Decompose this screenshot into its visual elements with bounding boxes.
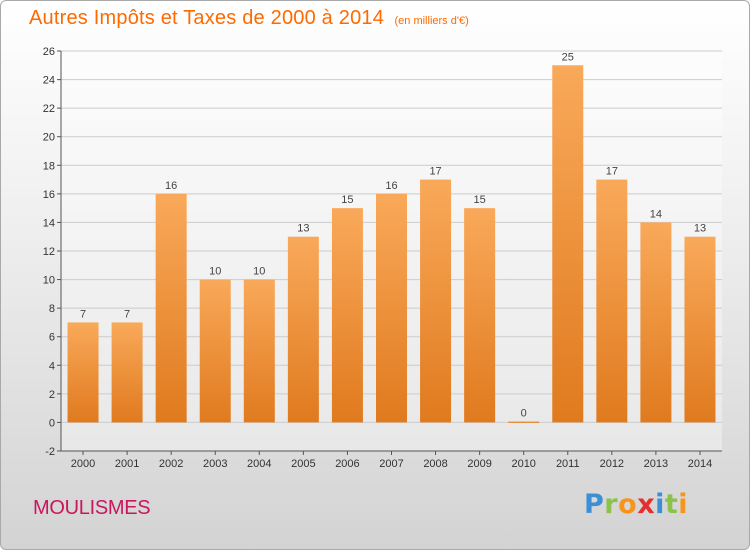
- y-tick-label: 4: [49, 360, 55, 372]
- brand-letter: o: [618, 489, 638, 520]
- y-tick-label: 0: [49, 417, 55, 429]
- x-tick-label: 2008: [423, 458, 447, 470]
- x-tick-label: 2000: [71, 458, 95, 470]
- data-label: 13: [297, 223, 309, 235]
- chart-subtitle: (en milliers d'€): [394, 15, 469, 27]
- bar: [331, 208, 363, 423]
- bar: [243, 279, 275, 423]
- x-tick-label: 2012: [600, 458, 624, 470]
- brand-letter: t: [664, 489, 679, 520]
- brand-logo: Proxiti: [584, 489, 688, 520]
- bar: [640, 222, 672, 423]
- data-label: 25: [562, 51, 574, 63]
- brand-letter: i: [655, 489, 665, 520]
- bar: [464, 208, 496, 423]
- bar: [508, 421, 540, 423]
- y-tick-label: 8: [49, 303, 55, 315]
- x-tick-label: 2003: [203, 458, 227, 470]
- y-tick-label: 16: [43, 189, 55, 201]
- y-tick-label: 2: [49, 389, 55, 401]
- data-label: 10: [253, 266, 265, 278]
- y-tick-label: 6: [49, 332, 55, 344]
- y-tick-label: 10: [43, 275, 55, 287]
- y-tick-label: 22: [43, 103, 55, 115]
- brand-letter: P: [584, 489, 605, 520]
- data-label: 0: [521, 407, 527, 419]
- data-label: 16: [385, 180, 397, 192]
- data-label: 15: [474, 194, 486, 206]
- x-tick-label: 2010: [511, 458, 535, 470]
- data-label: 15: [341, 194, 353, 206]
- y-tick-label: 14: [43, 217, 55, 229]
- bar: [111, 322, 143, 423]
- data-label: 16: [165, 180, 177, 192]
- data-label: 7: [80, 308, 86, 320]
- brand-letter: i: [678, 489, 689, 520]
- x-tick-label: 2001: [115, 458, 139, 470]
- data-label: 7: [124, 308, 130, 320]
- x-tick-label: 2009: [467, 458, 491, 470]
- x-tick-label: 2014: [688, 458, 712, 470]
- chart-title: Autres Impôts et Taxes de 2000 à 2014: [29, 7, 385, 29]
- bar: [596, 179, 628, 423]
- bar: [155, 193, 187, 423]
- x-tick-label: 2004: [247, 458, 271, 470]
- y-tick-label: 18: [43, 160, 55, 172]
- y-tick-label: 12: [43, 246, 55, 258]
- data-label: 14: [650, 208, 662, 220]
- brand-letter: r: [604, 489, 619, 520]
- y-tick-label: 26: [43, 46, 55, 58]
- bar: [67, 322, 99, 423]
- data-label: 17: [429, 166, 441, 178]
- place-name: MOULISMES: [33, 497, 151, 519]
- data-label: 10: [209, 266, 221, 278]
- bar: [552, 65, 584, 423]
- y-tick-label: 24: [43, 75, 55, 87]
- y-tick-label: 20: [43, 132, 55, 144]
- data-label: 17: [606, 166, 618, 178]
- x-tick-label: 2007: [379, 458, 403, 470]
- y-tick-label: -2: [45, 446, 55, 458]
- bar: [376, 193, 407, 423]
- x-tick-label: 2006: [335, 458, 359, 470]
- x-tick-label: 2011: [556, 458, 580, 470]
- data-label: 13: [694, 223, 706, 235]
- x-tick-label: 2013: [644, 458, 668, 470]
- brand-letter: x: [637, 489, 656, 520]
- x-tick-label: 2002: [159, 458, 183, 470]
- bar: [287, 236, 319, 423]
- x-tick-label: 2005: [291, 458, 315, 470]
- title-row: Autres Impôts et Taxes de 2000 à 2014 (e…: [29, 7, 469, 30]
- bar: [420, 179, 452, 423]
- bar: [684, 236, 716, 423]
- bar: [199, 279, 231, 423]
